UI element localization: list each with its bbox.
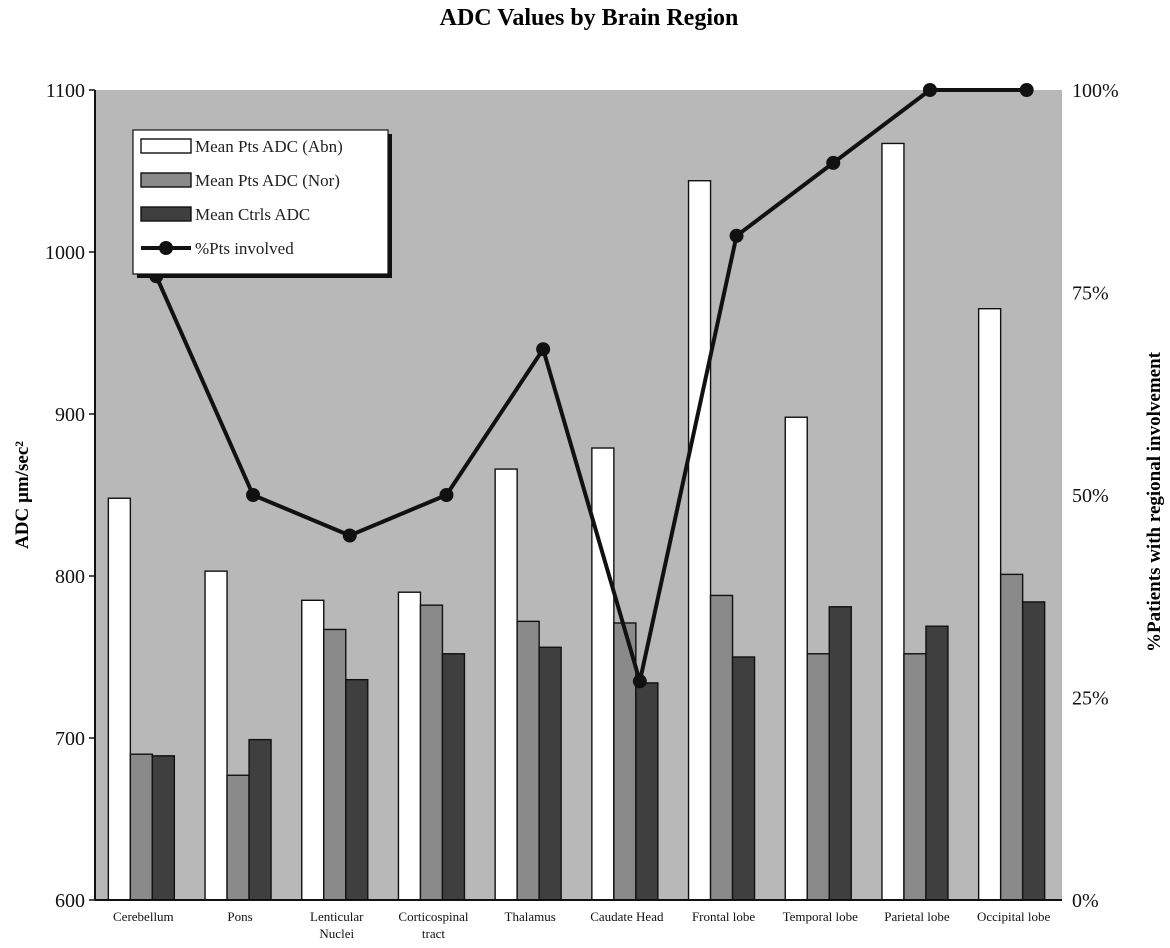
bar-mean-pts-adc-nor-6	[709, 594, 734, 901]
y-tick-label: 700	[55, 728, 85, 750]
y-axis-ticks: 600 700 800 900 1000 1100	[45, 80, 95, 912]
y-axis-label: ADC µm/sec²	[12, 441, 33, 549]
bar-mean-pts-adc-nor-5	[613, 622, 637, 901]
line-point-9	[1019, 83, 1034, 97]
bar-mean-pts-adc-nor-1	[226, 774, 250, 901]
legend: Mean Pts ADC (Abn) Mean Pts ADC (Nor) Mean…	[132, 129, 392, 278]
y-tick-label: 800	[55, 566, 85, 588]
category-label-5: Caudate Head	[590, 909, 664, 924]
line-pts-involved	[154, 88, 1027, 684]
category-label-line: Corticospinal	[398, 909, 468, 924]
line-point-3	[439, 488, 454, 502]
y2-axis-ticks: 0% 25% 50% 75% 100%	[1072, 80, 1119, 912]
bar-mean-pts-adc-abn-7	[784, 416, 808, 901]
bar-mean-ctrls-adc-4	[538, 646, 562, 901]
legend-marker	[159, 241, 173, 255]
category-label-line: Cerebellum	[113, 909, 174, 924]
legend-swatch	[140, 138, 192, 154]
y-tick-label: 600	[55, 890, 85, 912]
bar-mean-pts-adc-nor-7	[806, 653, 830, 901]
bar-mean-ctrls-adc-8	[925, 625, 949, 901]
category-label-line: Nuclei	[319, 926, 354, 941]
category-label-3: Corticospinal tract	[398, 909, 468, 941]
bar-mean-pts-adc-abn-0	[107, 497, 132, 901]
category-label-line: Occipital lobe	[977, 909, 1051, 924]
bar-mean-ctrls-adc-7	[828, 606, 852, 901]
bar-mean-pts-adc-abn-5	[591, 447, 615, 901]
bar-mean-ctrls-adc-9	[1021, 601, 1046, 901]
category-label-4: Thalamus	[505, 909, 556, 924]
bar-mean-pts-adc-nor-3	[419, 604, 444, 901]
y2-tick-label: 75%	[1072, 283, 1109, 305]
bar-mean-ctrls-adc-3	[441, 653, 466, 901]
category-label-line: Pons	[227, 909, 252, 924]
category-label-1: Pons	[227, 909, 252, 924]
category-label-line: Temporal lobe	[783, 909, 858, 924]
y2-axis-label: %Patients with regional involvement	[1144, 351, 1165, 652]
line-point-5	[632, 674, 647, 689]
category-label-line: Caudate Head	[590, 909, 664, 924]
category-label-line: Lenticular	[310, 909, 364, 924]
bar-mean-pts-adc-nor-8	[903, 653, 927, 901]
category-label-line: Parietal lobe	[884, 909, 950, 924]
bar-mean-pts-adc-nor-2	[323, 628, 347, 901]
category-label-line: Thalamus	[505, 909, 556, 924]
y2-tick-label: 100%	[1072, 80, 1119, 102]
bar-mean-pts-adc-abn-6	[687, 180, 712, 901]
legend-label: Mean Ctrls ADC	[195, 205, 310, 224]
bar-mean-pts-adc-nor-9	[999, 573, 1024, 901]
bar-mean-ctrls-adc-0	[151, 755, 176, 901]
line-point-7	[826, 155, 841, 170]
line-point-6	[729, 228, 744, 243]
bars-layer	[107, 142, 1046, 901]
line-point-8	[922, 83, 937, 97]
bar-mean-pts-adc-abn-2	[301, 599, 325, 901]
bar-mean-ctrls-adc-2	[345, 678, 369, 901]
y2-tick-label: 0%	[1072, 890, 1099, 912]
category-label-0: Cerebellum	[113, 909, 174, 924]
y-tick-label: 1100	[46, 80, 85, 102]
category-label-8: Parietal lobe	[884, 909, 950, 924]
bar-mean-pts-adc-abn-9	[977, 308, 1002, 901]
y-tick-label: 1000	[45, 242, 85, 264]
bar-mean-pts-adc-abn-3	[397, 591, 422, 901]
line-point-1	[246, 488, 261, 502]
category-label-6: Frontal lobe	[692, 909, 755, 924]
legend-swatch	[140, 206, 192, 222]
category-label-7: Temporal lobe	[783, 909, 858, 924]
bar-mean-ctrls-adc-6	[731, 656, 756, 901]
y-tick-label: 900	[55, 404, 85, 426]
category-label-line: tract	[422, 926, 445, 941]
category-label-2: Lenticular Nuclei	[310, 909, 364, 941]
line-point-4	[536, 342, 551, 357]
chart-title: ADC Values by Brain Region	[440, 5, 739, 31]
line-point-2	[342, 528, 357, 543]
legend-swatch	[140, 172, 192, 188]
x-axis-categories: Cerebellum Pons Lenticular Nuclei Corticospi…	[113, 909, 1050, 941]
y2-tick-label: 50%	[1072, 485, 1109, 507]
bar-mean-pts-adc-abn-8	[881, 142, 905, 901]
bar-mean-pts-adc-nor-4	[516, 620, 540, 901]
legend-label: Mean Pts ADC (Nor)	[195, 171, 340, 190]
legend-label: Mean Pts ADC (Abn)	[195, 137, 343, 156]
bar-mean-pts-adc-abn-4	[494, 468, 518, 901]
y2-tick-label: 25%	[1072, 688, 1109, 710]
bar-mean-pts-adc-nor-0	[129, 753, 154, 901]
bar-mean-ctrls-adc-5	[635, 682, 659, 901]
category-label-line: Frontal lobe	[692, 909, 755, 924]
legend-label: %Pts involved	[195, 239, 294, 258]
category-label-9: Occipital lobe	[977, 909, 1051, 924]
bar-mean-pts-adc-abn-1	[204, 570, 228, 901]
bar-mean-ctrls-adc-1	[248, 738, 272, 901]
